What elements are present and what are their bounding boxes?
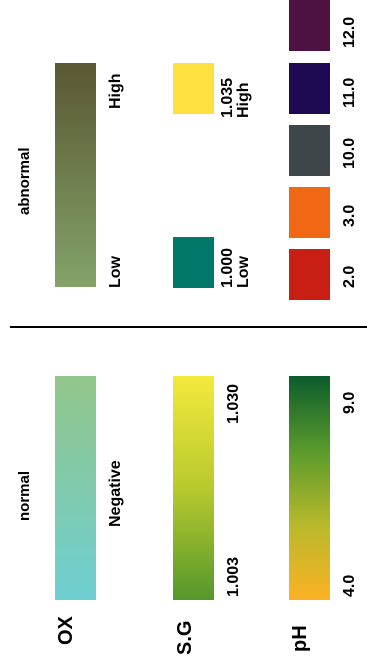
- sg-min-label: 1.003: [225, 556, 242, 597]
- ph-swatch-label-2-0: 2.0: [341, 265, 358, 288]
- ph-min-label: 4.0: [341, 574, 358, 597]
- sg-low-swatch: [173, 237, 214, 288]
- row-label-ph: pH: [289, 625, 311, 652]
- ox-abnormal-high-label: High: [107, 73, 124, 109]
- ph-swatch-label-3-0: 3.0: [341, 204, 358, 227]
- sg-low-text: 1.000 Low: [219, 247, 252, 288]
- ph-normal-gradient-bar: [289, 376, 330, 600]
- sg-high-text: 1.035 High: [219, 77, 252, 118]
- ph-swatch-label-11-0: 11.0: [341, 77, 358, 108]
- ph-swatch-2-0: [289, 249, 330, 300]
- sg-normal-gradient-bar: [173, 376, 214, 600]
- ox-abnormal-gradient-bar: [55, 63, 96, 287]
- ph-swatch-12-0: [289, 0, 330, 51]
- row-label-sg: S.G: [174, 620, 196, 655]
- section-title-normal: normal: [16, 470, 33, 521]
- ox-normal-value: Negative: [107, 460, 124, 527]
- ph-swatch-label-10-0: 10.0: [341, 137, 358, 169]
- ox-normal-gradient-bar: [55, 376, 96, 600]
- ph-swatch-3-0: [289, 187, 330, 238]
- ph-swatch-10-0: [289, 125, 330, 176]
- section-divider: [10, 326, 367, 328]
- ph-max-label: 9.0: [341, 391, 358, 414]
- sg-high-swatch: [173, 63, 214, 114]
- sg-high-label: High: [235, 82, 252, 118]
- sg-low-label: Low: [235, 256, 252, 288]
- sg-high-value: 1.035: [219, 77, 236, 118]
- row-label-ox: OX: [55, 616, 77, 645]
- section-title-abnormal: abnormal: [16, 147, 33, 215]
- ph-swatch-11-0: [289, 63, 330, 114]
- ph-swatch-label-12-0: 12.0: [341, 16, 358, 48]
- ox-abnormal-low-label: Low: [107, 256, 124, 288]
- sg-low-value: 1.000: [219, 247, 236, 288]
- sg-max-label: 1.030: [225, 383, 242, 424]
